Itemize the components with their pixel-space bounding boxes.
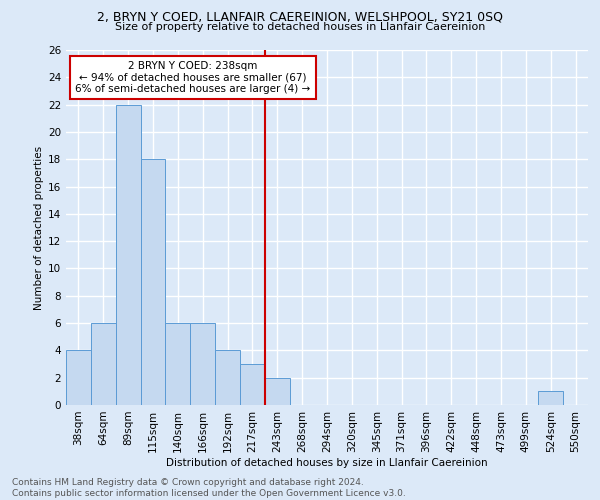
Bar xyxy=(215,350,240,405)
Bar xyxy=(91,323,116,405)
Text: Size of property relative to detached houses in Llanfair Caereinion: Size of property relative to detached ho… xyxy=(115,22,485,32)
Bar xyxy=(66,350,91,405)
Text: 2 BRYN Y COED: 238sqm
← 94% of detached houses are smaller (67)
6% of semi-detac: 2 BRYN Y COED: 238sqm ← 94% of detached … xyxy=(75,61,310,94)
Bar xyxy=(240,364,265,405)
Bar xyxy=(140,159,166,405)
Text: Contains HM Land Registry data © Crown copyright and database right 2024.
Contai: Contains HM Land Registry data © Crown c… xyxy=(12,478,406,498)
Bar xyxy=(116,104,140,405)
X-axis label: Distribution of detached houses by size in Llanfair Caereinion: Distribution of detached houses by size … xyxy=(166,458,488,468)
Bar xyxy=(265,378,290,405)
Bar xyxy=(538,392,563,405)
Y-axis label: Number of detached properties: Number of detached properties xyxy=(34,146,44,310)
Bar xyxy=(166,323,190,405)
Text: 2, BRYN Y COED, LLANFAIR CAEREINION, WELSHPOOL, SY21 0SQ: 2, BRYN Y COED, LLANFAIR CAEREINION, WEL… xyxy=(97,11,503,24)
Bar xyxy=(190,323,215,405)
